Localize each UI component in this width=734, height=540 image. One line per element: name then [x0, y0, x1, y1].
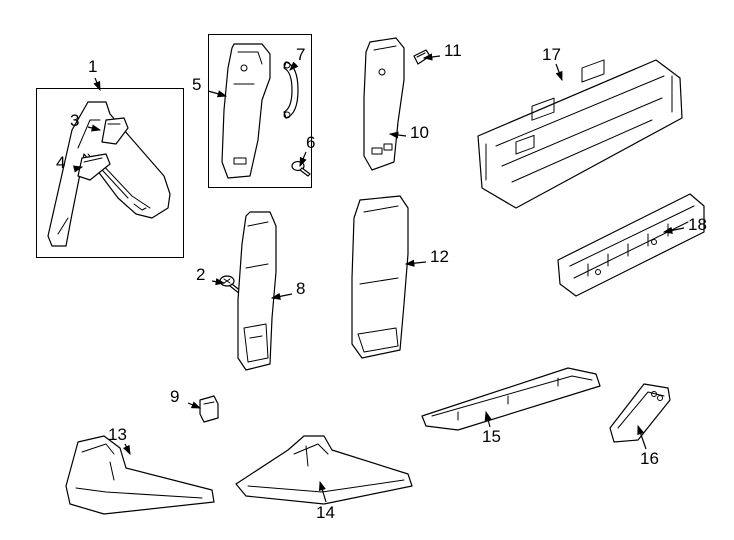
leaders-layer: [0, 0, 734, 540]
callout-5: 5: [192, 76, 201, 93]
callout-10: 10: [410, 124, 429, 141]
callout-14: 14: [316, 504, 335, 521]
callout-1: 1: [88, 58, 97, 75]
callout-2: 2: [196, 266, 205, 283]
callout-9: 9: [170, 388, 179, 405]
callout-3: 3: [70, 112, 79, 129]
callout-6: 6: [306, 134, 315, 151]
callout-11: 11: [444, 42, 462, 59]
callout-8: 8: [296, 280, 305, 297]
callout-4: 4: [56, 154, 65, 171]
callout-18: 18: [688, 216, 707, 233]
callout-15: 15: [482, 428, 501, 445]
callout-13: 13: [108, 426, 127, 443]
callout-12: 12: [430, 248, 449, 265]
callout-17: 17: [542, 46, 561, 63]
callout-16: 16: [640, 450, 659, 467]
diagram-stage: 1 2 3 4 5 6 7 8 9 10 11 12 13 14 15 16 1…: [0, 0, 734, 540]
callout-7: 7: [296, 46, 305, 63]
